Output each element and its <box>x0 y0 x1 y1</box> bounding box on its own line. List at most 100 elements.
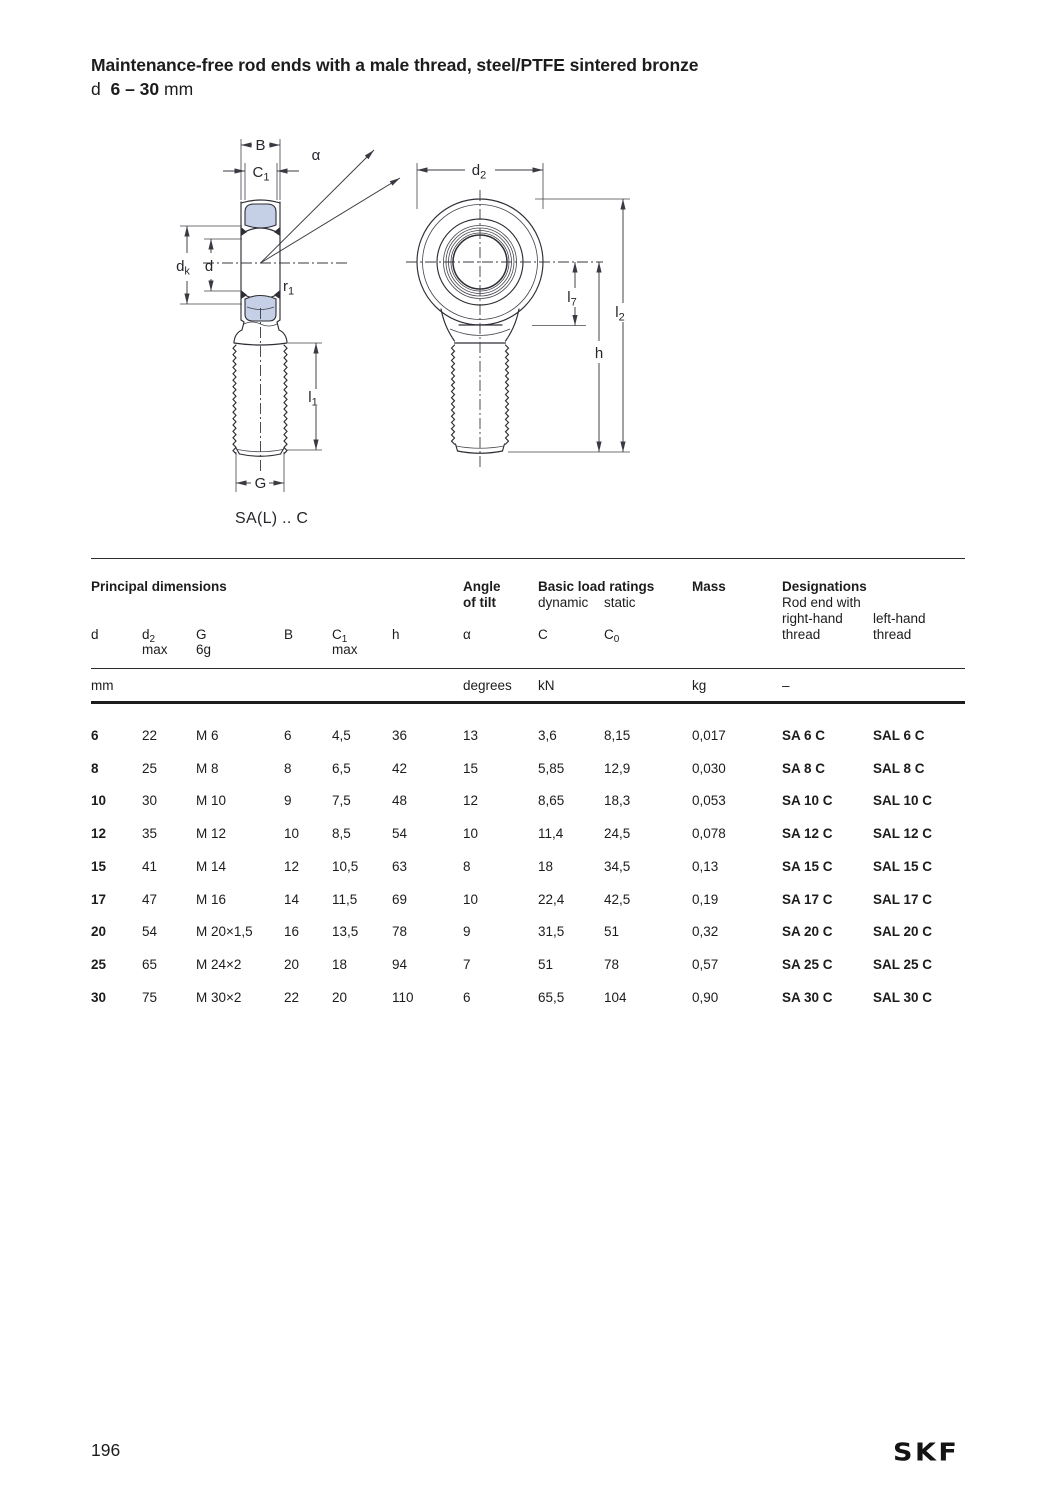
table-cell: 11,4 <box>538 826 564 842</box>
header-principal-dimensions: Principal dimensions <box>91 579 227 594</box>
table-cell: 12 <box>463 793 479 809</box>
table-cell: SA 30 C <box>782 989 833 1005</box>
dim-label-r1: r1 <box>283 278 294 298</box>
table-cell: 12 <box>91 826 107 842</box>
subtitle-unit: mm <box>164 79 194 99</box>
table-cell: 10,5 <box>332 858 359 874</box>
table-cell: 11,5 <box>332 891 358 907</box>
table-cell: 36 <box>392 728 408 743</box>
unit-kg: kg <box>692 678 707 693</box>
table-cell: 12 <box>284 858 300 874</box>
front-view-drawing: d2 l7 h l2 <box>406 162 630 468</box>
table-cell: M 6 <box>196 728 219 743</box>
table-cell: 20 <box>332 989 348 1005</box>
table-cell: 24,5 <box>604 826 631 842</box>
table-cell: 94 <box>392 956 408 972</box>
header-load-static: static <box>604 595 636 610</box>
symbol-B: B <box>284 627 294 642</box>
symbol-C1-qualifier: max <box>332 642 358 657</box>
table-cell: 22 <box>142 728 158 743</box>
table-cell: 0,017 <box>692 728 726 743</box>
table-cell: 12,9 <box>604 760 631 776</box>
table-cell: 20 <box>91 924 107 940</box>
table-cell: 30 <box>91 989 107 1005</box>
table-cell: SAL 25 C <box>873 956 933 972</box>
symbol-h: h <box>392 627 400 642</box>
table-cell: SA 6 C <box>782 728 826 743</box>
table-cell: 4,5 <box>332 728 351 743</box>
dim-label-G: G <box>255 475 267 492</box>
table-cell: 54 <box>392 826 408 842</box>
table-cell: 110 <box>392 989 414 1005</box>
dim-label-B: B <box>255 137 265 154</box>
table-row: 20 54 M 20×1,5 16 13,5 78 9 31,5 51 0,32 SA 20 C SA… <box>0 924 1056 942</box>
table-row: 6 22 M 6 6 4,5 36 13 3,6 8,15 0,017 SA 6 C SAL 6 C <box>0 728 1056 746</box>
header-mass: Mass <box>692 579 726 594</box>
table-cell: 0,32 <box>692 924 719 940</box>
table-row: 10 30 M 10 9 7,5 48 12 8,65 18,3 0,053 SA 10 C SAL … <box>0 793 1056 811</box>
table-cell: 10 <box>91 793 107 809</box>
table-rule-mid <box>91 668 965 669</box>
table-cell: 25 <box>91 956 107 972</box>
table-cell: 15 <box>91 858 107 874</box>
table-cell: 8,65 <box>538 793 565 809</box>
symbol-C: C <box>538 627 548 642</box>
symbol-C1: C1 <box>332 627 348 645</box>
table-cell: SAL 15 C <box>873 858 933 874</box>
table-cell: M 30×2 <box>196 989 242 1005</box>
table-rule-top <box>91 558 965 559</box>
symbol-d2-qualifier: max <box>142 642 168 657</box>
table-row: 15 41 M 14 12 10,5 63 8 18 34,5 0,13 SA 15 C SAL 15… <box>0 859 1056 877</box>
table-cell: 51 <box>538 956 554 972</box>
table-cell: 48 <box>392 793 408 809</box>
table-cell: 0,078 <box>692 826 726 842</box>
table-cell: M 20×1,5 <box>196 924 253 940</box>
table-cell: SAL 6 C <box>873 728 925 743</box>
table-cell: SAL 17 C <box>873 891 933 907</box>
subtitle-range: 6 – 30 <box>110 79 160 99</box>
side-view-drawing: B C1 α dk d r1 l1 G SA(L) .. C <box>176 137 401 527</box>
table-cell: 8,15 <box>604 728 631 743</box>
table-cell: 14 <box>284 891 300 907</box>
table-cell: 54 <box>142 924 158 940</box>
table-cell: 6 <box>463 989 471 1005</box>
dim-label-C1: C1 <box>253 164 270 184</box>
table-cell: SA 12 C <box>782 826 833 842</box>
table-cell: 10 <box>284 826 300 842</box>
header-load-dynamic: dynamic <box>538 595 589 610</box>
unit-kN: kN <box>538 678 555 693</box>
table-cell: 63 <box>392 858 408 874</box>
unit-mm: mm <box>91 678 114 693</box>
table-cell: 7 <box>463 956 471 972</box>
table-cell: 0,90 <box>692 989 719 1005</box>
dim-label-l1: l1 <box>308 389 317 409</box>
header-left-hand-thread: thread <box>873 627 912 642</box>
table-row: 25 65 M 24×2 20 18 94 7 51 78 0,57 SA 25 C SAL 25 C <box>0 957 1056 975</box>
table-cell: 42,5 <box>604 891 631 907</box>
skf-logo: SKF <box>893 1438 960 1467</box>
table-rule-thick <box>91 701 965 704</box>
header-right-hand-thread: thread <box>782 627 821 642</box>
table-cell: 8,5 <box>332 826 351 842</box>
unit-degrees: degrees <box>463 678 512 693</box>
table-cell: 65,5 <box>538 989 565 1005</box>
table-row: 8 25 M 8 8 6,5 42 15 5,85 12,9 0,030 SA 8 C SAL 8 C <box>0 761 1056 779</box>
table-cell: 25 <box>142 760 158 776</box>
symbol-d: d <box>91 627 99 642</box>
table-cell: 7,5 <box>332 793 351 809</box>
dim-label-l2: l2 <box>615 304 624 324</box>
symbol-G-qualifier: 6g <box>196 642 212 657</box>
table-cell: 65 <box>142 956 158 972</box>
dim-label-h: h <box>595 345 603 362</box>
table-cell: 6,5 <box>332 760 351 776</box>
table-cell: SA 15 C <box>782 858 833 874</box>
table-cell: SAL 12 C <box>873 826 933 842</box>
table-cell: 13 <box>463 728 479 743</box>
table-cell: 104 <box>604 989 627 1005</box>
table-cell: 20 <box>284 956 300 972</box>
table-cell: SAL 10 C <box>873 793 933 809</box>
dim-label-alpha: α <box>312 147 321 164</box>
header-designations-note: Rod end with <box>782 595 861 610</box>
page-number: 196 <box>91 1440 121 1460</box>
